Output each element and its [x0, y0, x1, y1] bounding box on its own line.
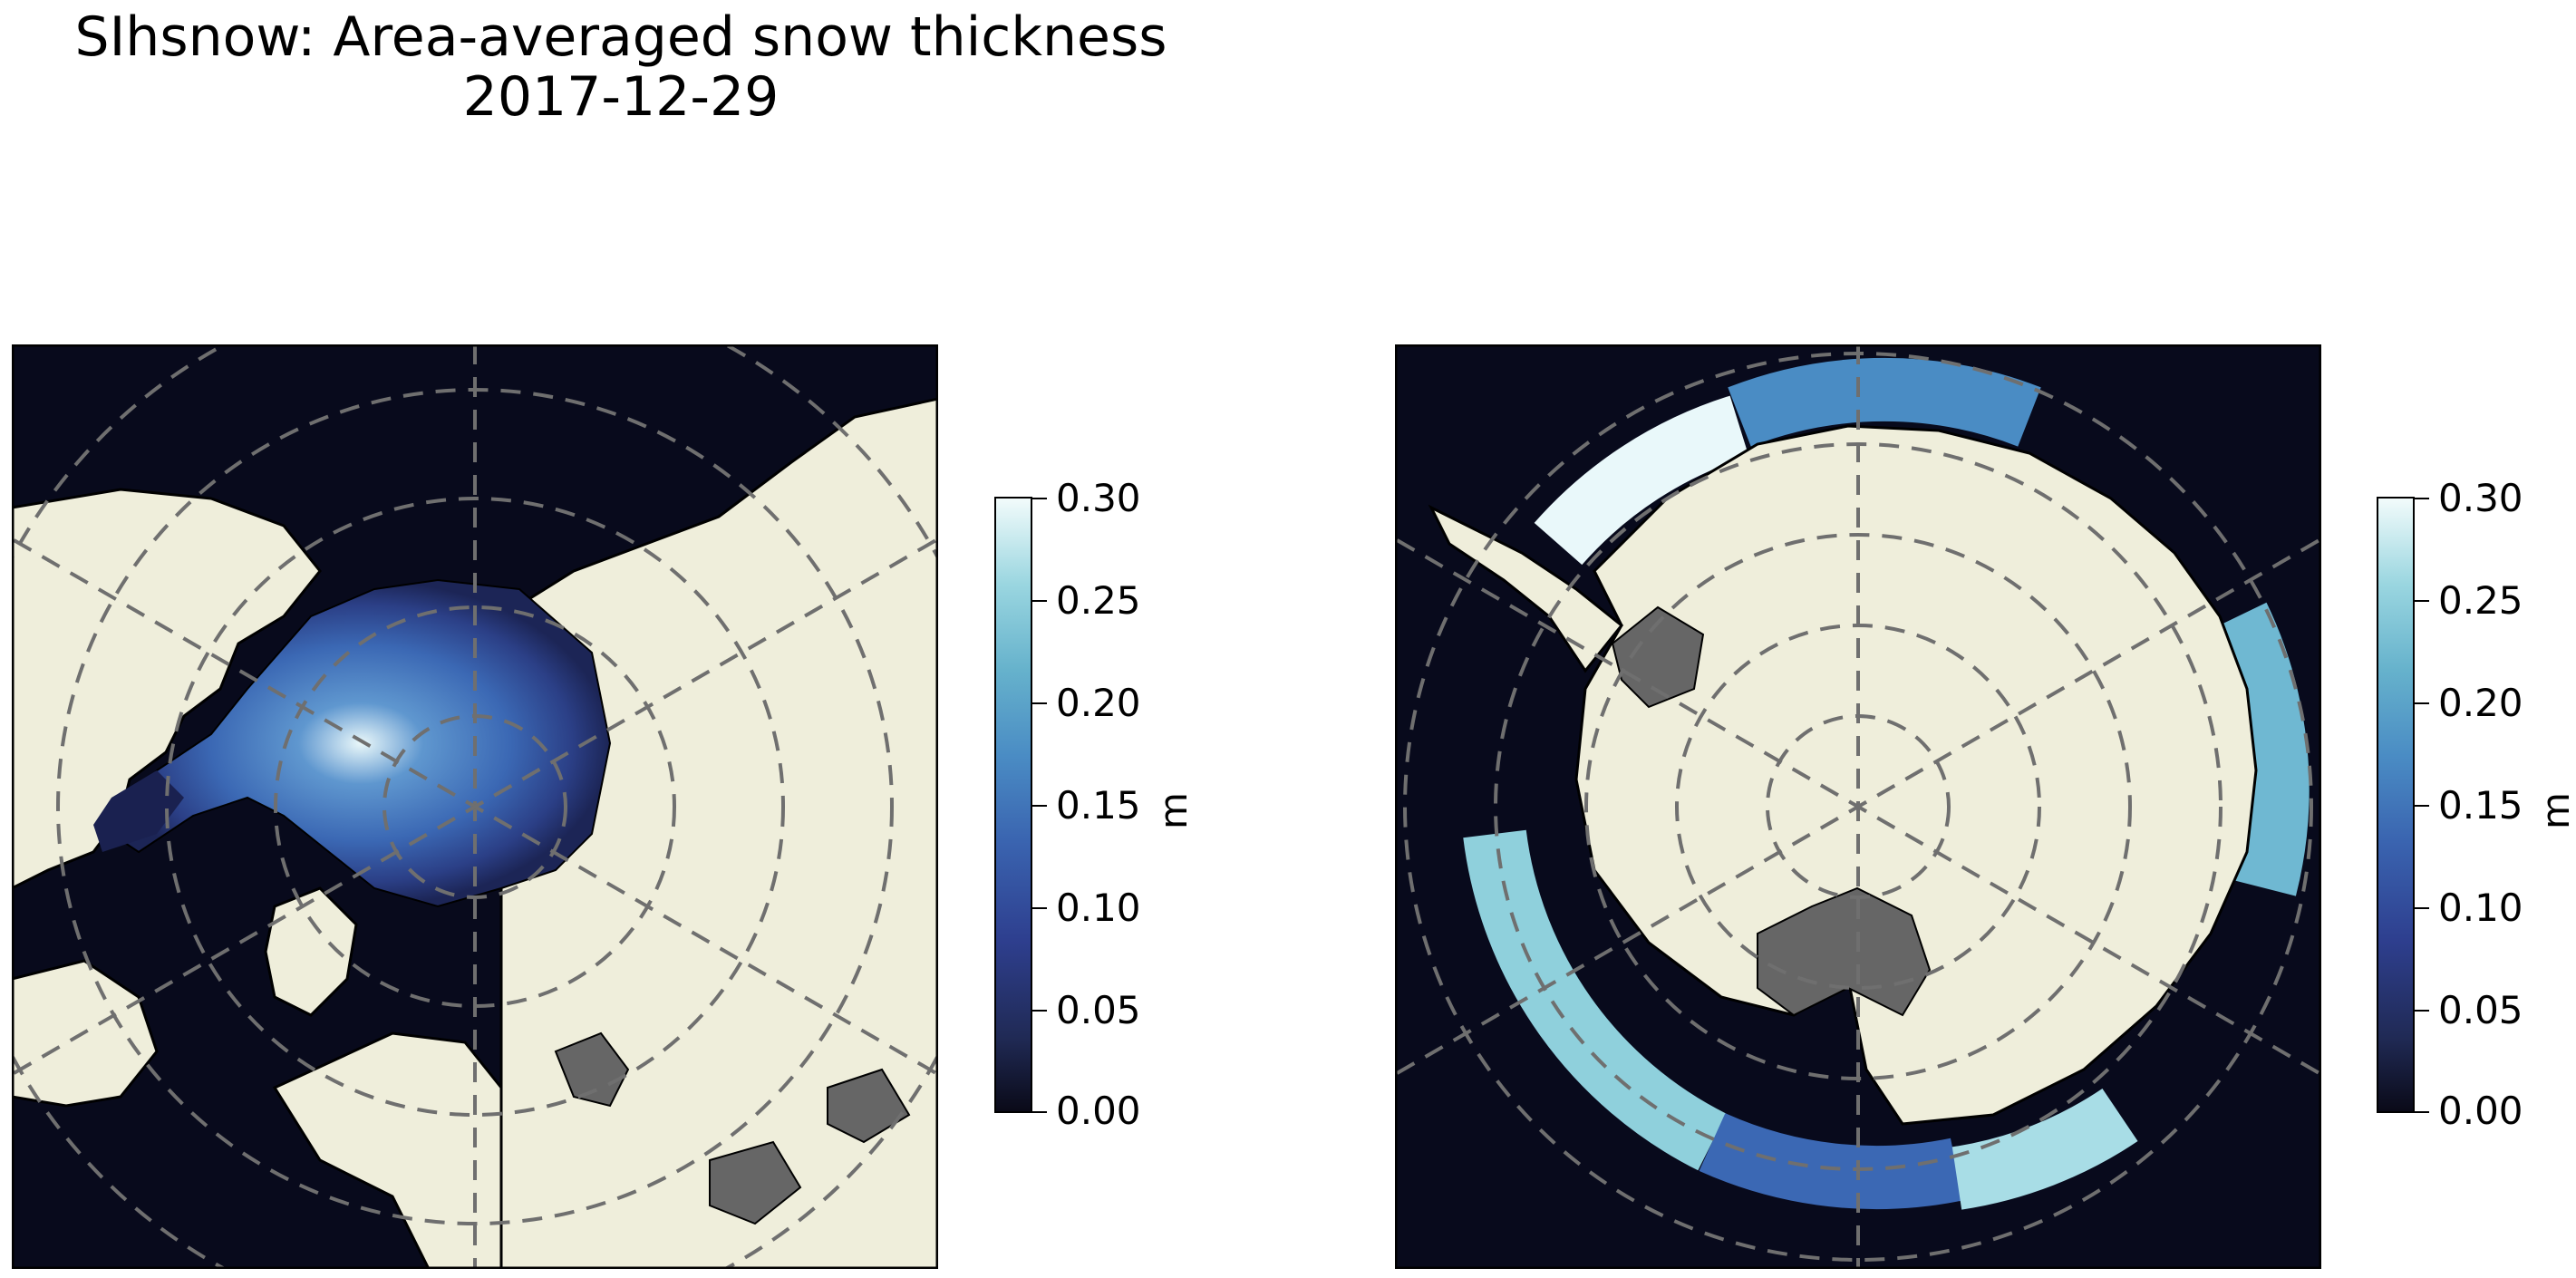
sea-ice-snow-field: [110, 578, 612, 908]
graticule: [1395, 344, 2321, 1269]
colorbar-tick-label: 0.25: [2438, 578, 2523, 623]
colorbar-tick-label: 0.00: [1056, 1089, 1141, 1133]
gray-patch: [554, 1031, 630, 1108]
colorbar-unit-label: m: [1151, 792, 1196, 829]
north-colorbar: 0.30 0.25 0.20 0.15 0.10 0.05 0.00: [994, 479, 1141, 1131]
colorbar-tick-label: 0.15: [2438, 783, 2523, 828]
figure-title: SIhsnow: Area-averaged snow thickness: [74, 5, 1167, 69]
greenland-landmass: [272, 1031, 503, 1269]
south-colorbar: 0.30 0.25 0.20 0.15 0.10 0.05 0.00: [2377, 479, 2523, 1131]
colorbar-tick-label: 0.30: [1056, 476, 1141, 520]
colorbar-tick-label: 0.20: [1056, 681, 1141, 725]
gray-patch: [827, 1068, 911, 1144]
antarctic-peninsula: [1428, 504, 1624, 673]
colorbar-unit-label: m: [2533, 792, 2576, 829]
colorbar-tick-label: 0.10: [2438, 886, 2523, 930]
north-america-landmass: [12, 488, 322, 890]
colorbar-tick-label: 0.00: [2438, 1089, 2523, 1133]
colorbar-tick-label: 0.15: [1056, 783, 1141, 828]
colorbar-tick-label: 0.25: [1056, 578, 1141, 623]
colorbar-tick-label: 0.20: [2438, 681, 2523, 725]
north-polar-map: [12, 344, 938, 1269]
south-polar-map: [1395, 344, 2321, 1269]
colorbar-tick-label: 0.05: [1056, 988, 1141, 1032]
sea-ice-snow-patch: [93, 770, 184, 852]
gray-patch: [709, 1140, 802, 1225]
ross-ice-shelf: [1757, 886, 1932, 1017]
colorbar-tick-label: 0.10: [1056, 886, 1141, 930]
colorbar-tick-label: 0.30: [2438, 476, 2523, 520]
graticule: [12, 344, 938, 1269]
colorbar-tick-label: 0.05: [2438, 988, 2523, 1032]
figure-date: 2017-12-29: [462, 65, 780, 129]
ronne-ice-shelf: [1611, 605, 1705, 709]
